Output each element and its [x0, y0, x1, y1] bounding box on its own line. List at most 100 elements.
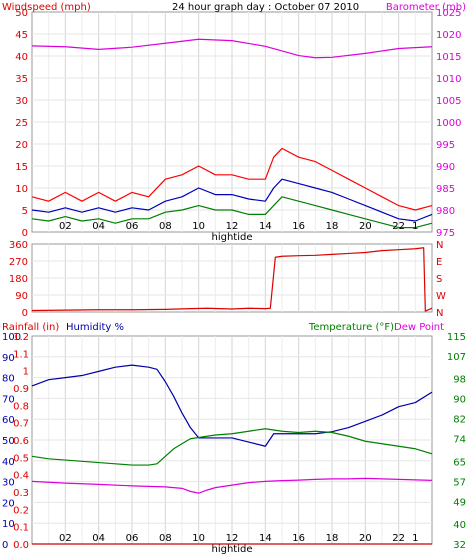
direction-tick-label: 270	[9, 257, 28, 268]
rainfall-tick-label: 0.0	[13, 540, 29, 551]
x-tick-label: 02	[59, 221, 72, 232]
rainfall-tick-label: 0.1	[13, 523, 29, 534]
barometer-tick-label: 1005	[436, 96, 461, 107]
windspeed-tick-label: 5	[22, 206, 28, 217]
wind-series-line-2	[31, 178, 433, 222]
rainfall-y-ticks: 0.0 0.1 0.2 0.3 0.4 0.5 0.6 0.7 0.8 0.9 1 1.1 1.2	[13, 332, 29, 551]
temperature-hightide-label: hightide	[211, 544, 252, 555]
temperature-tick-label: 90	[453, 395, 466, 406]
humidity-tick-label: 20	[2, 498, 15, 509]
x-tick-label: 08	[159, 221, 172, 232]
humidity-tick-label: 70	[2, 394, 15, 405]
humidity-tick-label: 10	[2, 519, 15, 530]
x-tick-label: 06	[126, 533, 139, 544]
temperature-tick-label: 57	[453, 477, 466, 488]
x-tick-label: 18	[326, 533, 339, 544]
windspeed-tick-label: 40	[15, 52, 28, 63]
x-tick-label: 20	[359, 221, 372, 232]
x-tick-label: 02	[59, 533, 72, 544]
rainfall-tick-label: 0.4	[13, 471, 29, 482]
wind-grid	[32, 12, 432, 232]
humidity-axis-label: Humidity %	[66, 322, 124, 333]
wind-series-line-0	[31, 38, 433, 59]
barometer-tick-label: 975	[436, 228, 455, 239]
rainfall-tick-label: 0.2	[13, 505, 29, 516]
x-tick-label: 18	[326, 221, 339, 232]
humidity-tick-label: 0	[2, 540, 8, 551]
dewpoint-axis-label: Dew Point	[394, 322, 444, 333]
windspeed-tick-label: 10	[15, 184, 28, 195]
temperature-tick-label: 98	[453, 375, 466, 386]
x-tick-label: 12	[226, 533, 239, 544]
x-tick-label: 12	[226, 221, 239, 232]
humidity-y-ticks: 0 10 20 30 40 50 60 70 80 90 100	[2, 332, 21, 551]
rainfall-tick-label: 1	[23, 367, 29, 378]
windspeed-tick-label: 25	[15, 118, 28, 129]
wind-hightide-label: hightide	[211, 232, 252, 243]
barometer-tick-label: 985	[436, 184, 455, 195]
x-tick-label: 14	[259, 533, 272, 544]
temperature-tick-label: 32	[453, 540, 466, 551]
windspeed-axis-label: Windspeed (mph)	[2, 2, 91, 13]
x-tick-label: 14	[259, 221, 272, 232]
barometer-tick-label: 1000	[436, 118, 461, 129]
humidity-tick-label: 30	[2, 478, 15, 489]
compass-tick-label: N	[436, 308, 443, 319]
compass-tick-label: N	[436, 240, 443, 251]
wind-series-line-3	[31, 196, 433, 229]
wind-x-ticks: 02 04 06 08 10 12 14 16 18 20 22 1	[59, 221, 419, 232]
temperature-tick-label: 65	[453, 457, 466, 468]
temperature-x-ticks: 02 04 06 08 10 12 14 16 18 20 22 1	[59, 533, 419, 544]
temperature-series-line-0	[31, 364, 433, 447]
wind-series-line-1	[31, 147, 433, 211]
x-tick-label: 22	[392, 533, 405, 544]
humidity-tick-label: 100	[2, 332, 21, 343]
temperature-grid	[32, 336, 432, 544]
temperature-axis-label: Temperature (°F)	[308, 322, 394, 333]
x-tick-label: 22	[392, 221, 405, 232]
direction-grid	[32, 244, 432, 312]
temperature-tick-label: 49	[453, 497, 466, 508]
windspeed-tick-label: 50	[15, 8, 28, 19]
x-tick-label: 08	[159, 533, 172, 544]
temperature-tick-label: 40	[453, 520, 466, 531]
temperature-tick-label: 115	[447, 332, 466, 343]
barometer-y-ticks: 975 980 985 990 995 1000 1005 1010 1015 1020 1025	[436, 8, 461, 239]
temperature-tick-label: 74	[453, 435, 466, 446]
humidity-tick-label: 80	[2, 374, 15, 385]
direction-tick-label: 0	[22, 308, 28, 319]
temperature-tick-label: 107	[447, 352, 466, 363]
wind-series	[31, 38, 433, 229]
temperature-y-ticks: 32 40 49 57 65 74 82 90 98 107 115	[447, 332, 466, 551]
humidity-tick-label: 60	[2, 415, 15, 426]
x-tick-label: 06	[126, 221, 139, 232]
rainfall-tick-label: 0.9	[13, 384, 29, 395]
barometer-tick-label: 995	[436, 140, 455, 151]
barometer-tick-label: 990	[436, 162, 455, 173]
barometer-axis-label: Barometer (mb)	[386, 2, 466, 13]
x-tick-label: 1	[412, 221, 418, 232]
windspeed-tick-label: 35	[15, 74, 28, 85]
barometer-tick-label: 1015	[436, 52, 461, 63]
x-tick-label: 16	[292, 533, 305, 544]
compass-tick-label: E	[436, 257, 442, 268]
temperature-series	[31, 364, 433, 545]
x-tick-label: 1	[412, 533, 418, 544]
chart-title: 24 hour graph day : October 07 2010	[172, 2, 359, 13]
barometer-tick-label: 1010	[436, 74, 461, 85]
windspeed-tick-label: 20	[15, 140, 28, 151]
humidity-tick-label: 40	[2, 457, 15, 468]
windspeed-tick-label: 45	[15, 30, 28, 41]
temperature-tick-label: 82	[453, 415, 466, 426]
temperature-series-line-2	[31, 477, 433, 494]
rainfall-axis-label: Rainfall (in)	[2, 322, 59, 333]
direction-tick-label: 90	[15, 291, 28, 302]
temperature-series-line-1	[31, 428, 433, 466]
windspeed-tick-label: 15	[15, 162, 28, 173]
humidity-tick-label: 90	[2, 353, 15, 364]
rainfall-tick-label: 1.1	[13, 349, 29, 360]
rainfall-tick-label: 0.8	[13, 401, 29, 412]
